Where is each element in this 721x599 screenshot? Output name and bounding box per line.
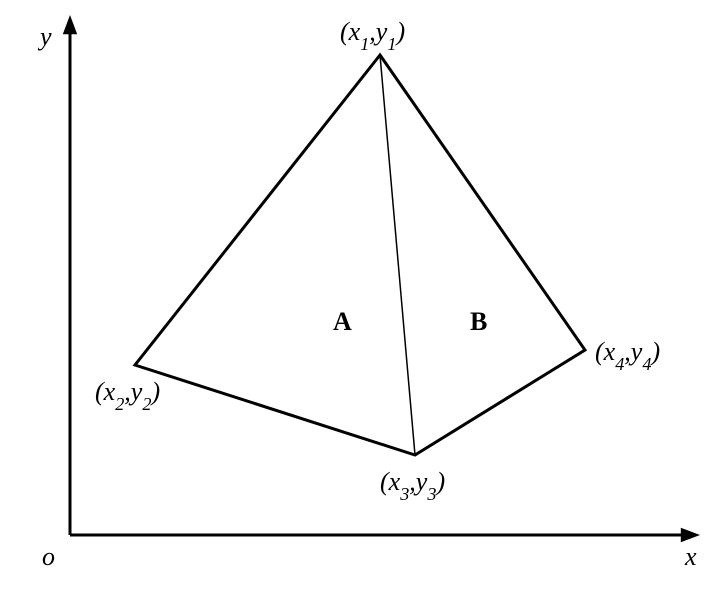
vertex-label-p2: (x2,y2) [95, 377, 160, 414]
coordinate-diagram: A B (x1,y1) (x2,y2) (x3,y3) (x4,y4) x y … [0, 0, 721, 599]
axes [63, 15, 700, 542]
y-axis-arrowhead [63, 15, 77, 34]
origin-label: o [42, 542, 55, 571]
vertex-label-p4: (x4,y4) [595, 337, 660, 374]
y-axis-label: y [37, 22, 52, 51]
x-axis-arrowhead [681, 528, 700, 542]
region-label-a: A [333, 307, 352, 336]
diagonal-p1-p3 [380, 55, 415, 455]
region-label-b: B [470, 307, 487, 336]
x-axis-label: x [684, 542, 697, 571]
vertex-label-p1: (x1,y1) [340, 17, 405, 54]
quad-outline [135, 55, 585, 455]
quadrilateral [135, 55, 585, 455]
vertex-label-p3: (x3,y3) [380, 467, 445, 504]
